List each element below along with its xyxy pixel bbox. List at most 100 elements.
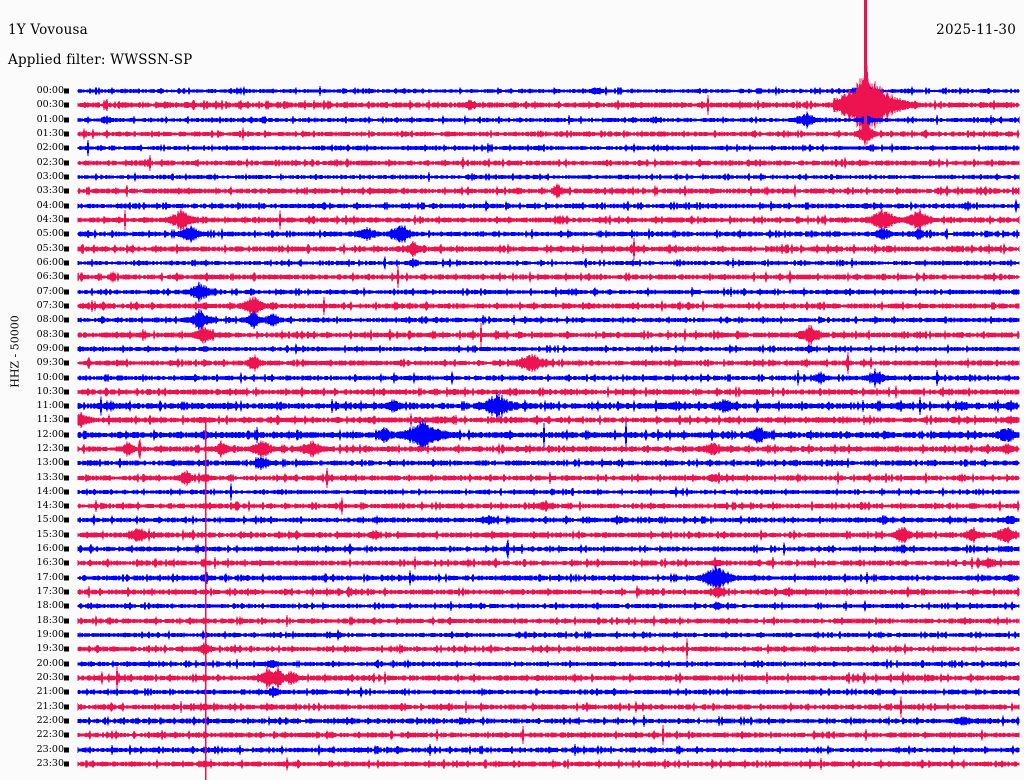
row-time-label: 11:30 [36, 414, 64, 425]
row-tick [64, 747, 69, 753]
row-tick [64, 560, 69, 566]
row-time-label: 19:30 [36, 643, 64, 654]
row-time-label: 13:30 [36, 472, 64, 483]
row-time-label: 15:00 [36, 514, 64, 525]
row-tick [64, 145, 69, 151]
row-tick [64, 217, 69, 223]
row-time-label: 21:30 [36, 701, 64, 712]
row-tick [64, 603, 69, 609]
row-time-label: 18:30 [36, 615, 64, 626]
trace-19-00 [77, 628, 1020, 642]
trace-06-30 [77, 266, 1020, 288]
row-tick [64, 260, 69, 266]
row-tick [64, 575, 69, 581]
trace-12-00 [77, 419, 1020, 451]
row-tick [64, 675, 69, 681]
row-tick [64, 489, 69, 495]
trace-07-30 [77, 296, 1020, 316]
row-time-label: 15:30 [36, 529, 64, 540]
trace-17-00 [77, 564, 1020, 592]
row-tick [64, 160, 69, 166]
trace-11-00 [77, 392, 1020, 420]
row-tick [64, 689, 69, 695]
row-tick [64, 389, 69, 395]
row-tick [64, 375, 69, 381]
trace-09-00 [77, 342, 1020, 356]
row-time-label: 19:00 [36, 629, 64, 640]
row-time-label: 01:30 [36, 128, 64, 139]
applied-filter-label: Applied filter: WWSSN-SP [8, 52, 193, 68]
row-time-label: 05:00 [36, 228, 64, 239]
row-time-label: 00:00 [36, 85, 64, 96]
row-time-label: 12:30 [36, 443, 64, 454]
trace-16-00 [77, 539, 1020, 559]
row-tick [64, 274, 69, 280]
row-time-label: 23:00 [36, 744, 64, 755]
row-time-label: 12:00 [36, 429, 64, 440]
trace-00-30 [77, 65, 1020, 145]
date-label: 2025-11-30 [936, 22, 1016, 38]
row-tick [64, 417, 69, 423]
row-tick [64, 532, 69, 538]
trace-23-30 [77, 757, 1020, 771]
row-tick [64, 589, 69, 595]
row-time-label: 13:00 [36, 457, 64, 468]
row-time-label: 10:30 [36, 386, 64, 397]
row-time-label: 07:00 [36, 286, 64, 297]
row-tick [64, 618, 69, 624]
row-time-label: 09:30 [36, 357, 64, 368]
row-tick [64, 732, 69, 738]
trace-21-00 [77, 685, 1020, 699]
row-time-label: 06:00 [36, 257, 64, 268]
row-tick [64, 88, 69, 94]
trace-12-30 [77, 438, 1020, 460]
row-tick [64, 646, 69, 652]
trace-18-00 [77, 599, 1020, 613]
row-tick [64, 346, 69, 352]
row-tick [64, 517, 69, 523]
row-time-label: 09:00 [36, 343, 64, 354]
row-time-label: 22:30 [36, 729, 64, 740]
trace-19-30 [77, 638, 1020, 660]
row-tick [64, 332, 69, 338]
trace-10-30 [77, 385, 1020, 399]
trace-18-30 [77, 614, 1020, 628]
trace-00-00 [77, 82, 1020, 100]
row-tick [64, 289, 69, 295]
row-time-label: 05:30 [36, 243, 64, 254]
row-tick [64, 174, 69, 180]
row-tick [64, 231, 69, 237]
row-time-label: 16:30 [36, 557, 64, 568]
row-time-label: 14:30 [36, 500, 64, 511]
row-time-label: 03:30 [36, 185, 64, 196]
trace-08-30 [77, 322, 1020, 348]
row-tick [64, 203, 69, 209]
row-time-label: 02:30 [36, 157, 64, 168]
row-tick [64, 403, 69, 409]
row-tick [64, 475, 69, 481]
row-tick [64, 718, 69, 724]
overflow-spike [864, 0, 867, 140]
row-tick [64, 102, 69, 108]
trace-09-30 [77, 351, 1020, 375]
row-tick [64, 446, 69, 452]
row-time-label: 08:30 [36, 329, 64, 340]
row-tick [64, 432, 69, 438]
page-title: 1Y Vovousa [8, 22, 88, 38]
row-tick [64, 117, 69, 123]
time-marker-line [205, 420, 207, 780]
row-time-label: 18:00 [36, 600, 64, 611]
row-time-label: 20:30 [36, 672, 64, 683]
trace-22-00 [77, 714, 1020, 728]
row-time-label: 04:30 [36, 214, 64, 225]
trace-17-30 [77, 585, 1020, 599]
row-time-label: 08:00 [36, 314, 64, 325]
row-tick [64, 188, 69, 194]
row-time-label: 11:00 [36, 400, 64, 411]
trace-13-00 [77, 454, 1020, 472]
trace-20-00 [77, 658, 1020, 670]
trace-11-30 [77, 411, 1020, 429]
